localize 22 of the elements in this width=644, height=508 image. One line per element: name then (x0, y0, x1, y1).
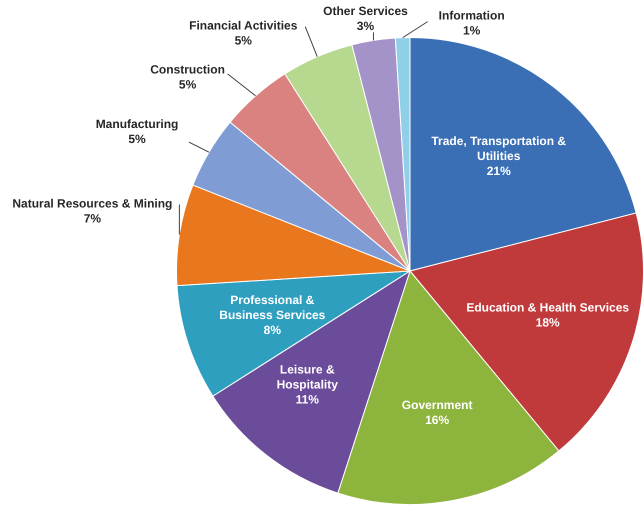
data-label: 7% (84, 211, 102, 226)
data-label: 8% (264, 323, 282, 338)
slice-label: Government (402, 398, 472, 412)
data-label: 11% (296, 392, 320, 407)
slice-label: Financial Activities (189, 18, 298, 33)
slice-label: Professional & Business Services (219, 293, 326, 322)
slice-label: Other Services (323, 4, 408, 18)
slice-label: Information (438, 8, 505, 22)
data-label: 3% (356, 19, 374, 34)
data-label: 21% (486, 164, 512, 178)
data-label: 16% (425, 413, 450, 428)
slice-label: Leisure & Hospitality (276, 362, 338, 392)
data-label: 5% (178, 78, 197, 92)
data-label: 1% (462, 23, 481, 38)
data-label: 5% (128, 132, 146, 146)
slice-label: Education & Health Services (466, 300, 630, 315)
slice-label: Manufacturing (96, 116, 178, 131)
data-label: 18% (536, 316, 560, 330)
slice-label: Construction (150, 62, 225, 77)
data-label: 5% (234, 34, 252, 48)
slice-label: Natural Resources & Mining (12, 196, 172, 210)
slice-label: Trade, Transportation & Utilities (431, 134, 566, 163)
